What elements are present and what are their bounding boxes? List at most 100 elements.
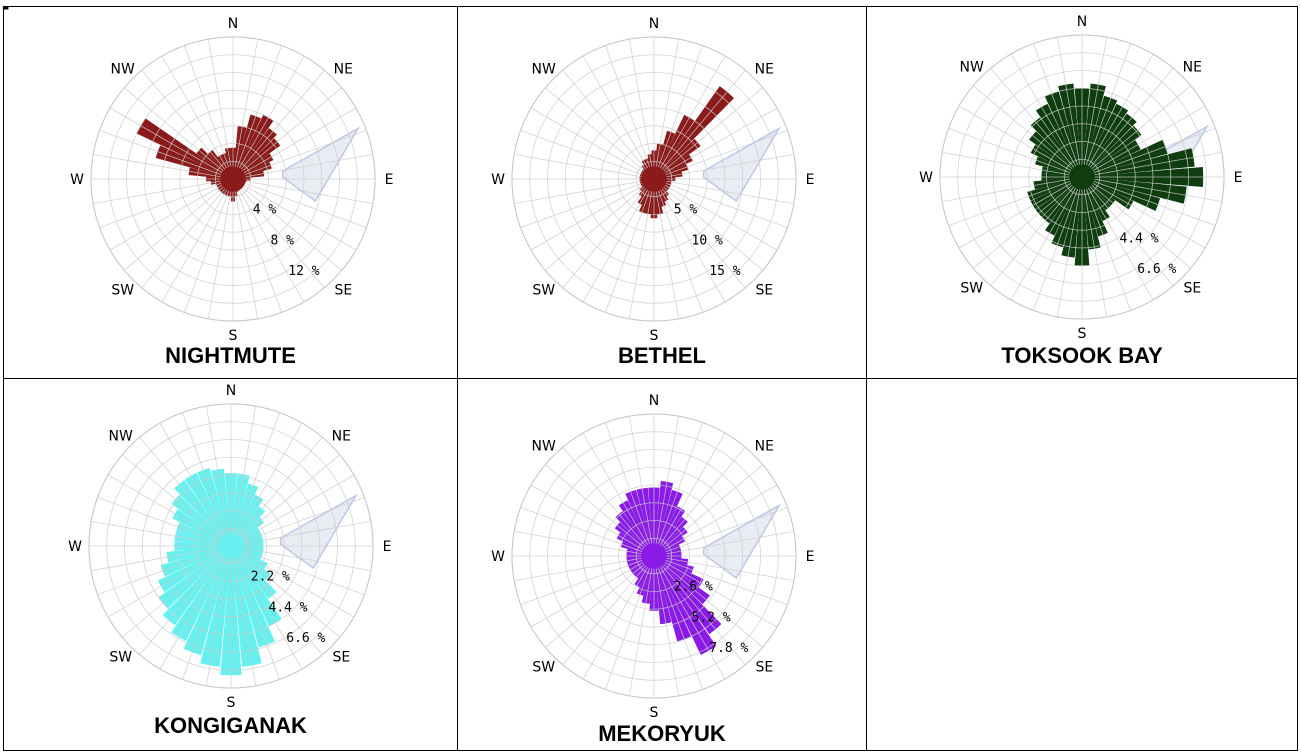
rose-spoke [230, 454, 341, 547]
rose-spoke [530, 107, 655, 180]
compass-label-nw: NW [532, 62, 556, 78]
ring-label: 2.2 % [251, 570, 290, 585]
rose-spoke [107, 545, 232, 618]
rose-spoke [653, 555, 726, 680]
rose-spoke [653, 555, 764, 648]
rose-spoke [582, 555, 655, 680]
rose-spoke [1081, 67, 1174, 178]
rose-spoke [990, 176, 1083, 287]
rose-spoke [514, 153, 655, 180]
rose-spoke [91, 545, 232, 572]
rose-spoke [1033, 176, 1083, 311]
compass-label-n: N [649, 16, 659, 32]
compass-label-nw: NW [532, 439, 556, 455]
compass-label-sw: SW [109, 649, 132, 665]
cell-kongiganak: N NE E SE S SW W NW 2.2 % 4.4 % 6.6 % KONGIGANAK [3, 378, 458, 751]
rose-spoke [653, 178, 703, 313]
compass-label-w: W [491, 172, 505, 188]
ring-label: 12 % [288, 264, 319, 279]
rose-spoke [230, 545, 280, 680]
rose-spoke [97, 497, 232, 547]
rose-spoke [182, 412, 232, 547]
rose-spoke [1081, 151, 1222, 178]
rose-spoke [1081, 43, 1131, 178]
rose-spoke [232, 178, 325, 289]
wind-rose-toksook-bay: N NE E SE S SW W NW 4.4 % 6.6 % [919, 14, 1242, 342]
rose-spoke [93, 153, 234, 180]
compass-label-n: N [649, 393, 659, 409]
rose-spoke [653, 178, 778, 251]
rose-spoke [1081, 37, 1108, 178]
rose-spoke [562, 555, 655, 666]
rose-spoke [1081, 53, 1154, 178]
rose-spoke [653, 432, 726, 557]
compass-label-e: E [383, 539, 392, 555]
rose-spoke [121, 545, 232, 638]
rose-spoke [230, 497, 365, 547]
compass-label-e: E [806, 172, 815, 188]
rose-spoke [605, 422, 655, 557]
compass-label-sw: SW [960, 280, 983, 296]
rose-spoke [1081, 176, 1154, 301]
rose-spoke [582, 55, 655, 180]
compass-label-s: S [650, 328, 659, 344]
rose-spoke [139, 545, 232, 656]
compass-label-s: S [1078, 326, 1087, 342]
cell-empty [866, 378, 1298, 751]
rose-spoke [232, 178, 357, 251]
rose-spoke [653, 107, 778, 180]
rose-spoke [628, 416, 655, 557]
rose-spoke [182, 545, 232, 680]
rose-spoke [232, 45, 282, 180]
compass-label-se: SE [1183, 280, 1201, 296]
rose-spoke [1081, 176, 1222, 203]
cell-toksook-bay: N NE E SE S SW W NW 4.4 % 6.6 % TOKSOOK BAY [866, 6, 1298, 379]
rose-spoke [562, 178, 655, 289]
compass-label-ne: NE [332, 429, 351, 445]
station-label-kongiganak: KONGIGANAK [154, 713, 307, 738]
rose-spoke [605, 178, 655, 313]
rose-spoke [958, 105, 1083, 178]
wind-rose-nightmute: N NE E SE S SW W NW 4 % 8 % 12 % [70, 16, 393, 344]
compass-label-s: S [650, 705, 659, 721]
rose-spoke [514, 178, 655, 205]
rose-spoke [230, 436, 323, 547]
compass-label-ne: NE [755, 439, 774, 455]
rose-spoke [123, 87, 234, 180]
rose-spoke [653, 555, 680, 696]
calm-center [641, 543, 667, 569]
compass-label-n: N [1077, 14, 1087, 30]
rose-spoke [141, 178, 234, 289]
rose-spoke [232, 178, 305, 303]
ring-label: 6.6 % [1137, 262, 1176, 277]
rose-spoke [232, 178, 343, 271]
rose-spoke [121, 454, 232, 547]
rose-spoke [230, 422, 303, 547]
rose-spoke [653, 484, 778, 557]
rose-spoke [942, 151, 1083, 178]
compass-label-e: E [806, 549, 815, 565]
rose-spoke [230, 545, 257, 686]
rose-spoke [653, 178, 794, 205]
rose-spoke [520, 130, 655, 180]
rose-spoke [1056, 176, 1083, 317]
rose-spoke [948, 176, 1083, 226]
rose-spoke [93, 178, 234, 205]
compass-label-ne: NE [755, 62, 774, 78]
rose-spoke [653, 55, 726, 180]
cell-mekoryuk: N NE E SE S SW W NW 2.6 % 5.2 % 7.8 % MEKORYUK [457, 378, 867, 751]
rose-spoke [653, 178, 746, 289]
rose-spoke [990, 67, 1083, 178]
rose-spoke [230, 545, 341, 638]
ring-label: 2.6 % [674, 580, 713, 595]
rose-spoke [230, 545, 371, 572]
rose-spoke [653, 39, 680, 180]
rose-spoke [972, 85, 1083, 178]
rose-spoke [653, 555, 794, 582]
rose-spoke [530, 484, 655, 557]
rose-spoke [232, 39, 259, 180]
rose-spoke [653, 555, 746, 666]
rose-spoke [230, 474, 355, 547]
rose-spoke [232, 178, 373, 205]
rose-spoke [207, 178, 234, 319]
